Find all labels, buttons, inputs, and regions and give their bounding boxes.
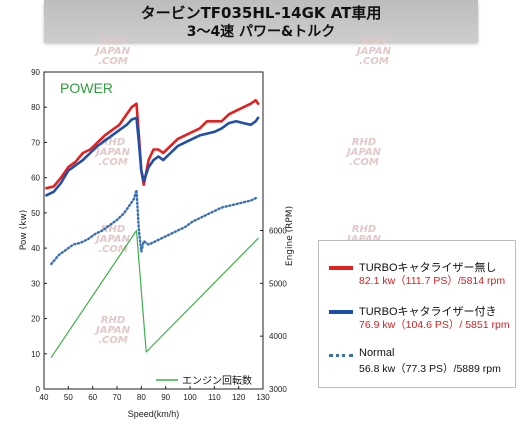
y-right-tick-label: 6000 bbox=[269, 227, 287, 236]
y-tick-label: 10 bbox=[31, 350, 40, 359]
title-banner: タービンTF035HL-14GK AT車用 3～4速 パワー&トルク bbox=[44, 0, 478, 42]
series-line-normal bbox=[50, 188, 260, 266]
legend-value: 76.9 kw（104.6 PS）/ 5851 rpm bbox=[359, 319, 510, 331]
plot-frame bbox=[43, 71, 264, 390]
series-line-no-catalyst bbox=[45, 98, 260, 190]
legend-value: 56.8 kw（77.3 PS）/5889 rpm bbox=[359, 363, 501, 375]
legend-value: 82.1 kw（111.7 PS）/5814 rpm bbox=[359, 275, 506, 287]
watermark-text: RHD bbox=[362, 36, 386, 47]
watermark-text: RHD bbox=[101, 315, 125, 326]
legend-name: TURBOキャタライザー付き bbox=[359, 306, 497, 318]
watermark-text: JAPAN bbox=[94, 234, 131, 245]
y-tick-label: 70 bbox=[31, 138, 40, 147]
watermark-text: .COM bbox=[349, 157, 379, 168]
x-tick-label: 70 bbox=[113, 393, 122, 402]
watermark-text: .COM bbox=[98, 157, 128, 168]
y-tick-label: 80 bbox=[31, 103, 40, 112]
y-axis-label: Pow (kw) bbox=[19, 210, 29, 250]
x-tick-label: 90 bbox=[161, 393, 170, 402]
y-tick-label: 90 bbox=[31, 68, 40, 77]
watermark-text: JAPAN bbox=[345, 147, 382, 158]
legend-name: TURBOキャタライザー無し bbox=[359, 262, 497, 274]
y-right-axis-label: Engine (RPM) bbox=[285, 206, 295, 266]
watermark-text: RHD bbox=[352, 137, 376, 148]
x-tick-label: 110 bbox=[208, 393, 221, 402]
chart-subtitle: 3～4速 パワー&トルク bbox=[186, 24, 336, 40]
watermark-text: JAPAN bbox=[355, 46, 392, 57]
series-line-with-catalyst bbox=[45, 116, 260, 197]
watermark-text: RHD bbox=[101, 36, 125, 47]
watermark-text: JAPAN bbox=[94, 325, 131, 336]
watermark-text: JAPAN bbox=[345, 234, 382, 245]
x-tick-label: 130 bbox=[256, 393, 270, 402]
x-tick-label: 60 bbox=[88, 393, 97, 402]
chart-title: タービンTF035HL-14GK AT車用 bbox=[140, 4, 382, 22]
rpm-legend-label: エンジン回転数 bbox=[182, 374, 252, 387]
y-tick-label: 40 bbox=[31, 244, 40, 253]
y-tick-label: 20 bbox=[31, 315, 40, 324]
watermark-text: .COM bbox=[359, 56, 389, 67]
legend-swatch-blue bbox=[329, 310, 353, 314]
x-axis-label: Speed(km/h) bbox=[128, 409, 180, 419]
x-tick-label: 80 bbox=[137, 393, 146, 402]
watermark-text: JAPAN bbox=[94, 147, 131, 158]
legend-swatch-red bbox=[329, 266, 353, 270]
legend: TURBOキャタライザー無し 82.1 kw（111.7 PS）/5814 rp… bbox=[318, 240, 516, 388]
watermark-text: .COM bbox=[98, 335, 128, 346]
x-tick-label: 40 bbox=[40, 393, 49, 402]
y-tick-label: 60 bbox=[31, 174, 40, 183]
watermark-text: RHD bbox=[101, 137, 125, 148]
x-tick-label: 100 bbox=[183, 393, 197, 402]
y-right-tick-label: 3000 bbox=[269, 385, 287, 394]
legend-swatch-dotted bbox=[329, 354, 353, 357]
watermark-text: RHD bbox=[352, 224, 376, 235]
y-tick-label: 50 bbox=[31, 209, 40, 218]
watermark-text: .COM bbox=[98, 244, 128, 255]
x-tick-label: 50 bbox=[64, 393, 73, 402]
y-right-tick-label: 4000 bbox=[269, 332, 287, 341]
watermark-text: .COM bbox=[98, 56, 128, 67]
y-tick-label: 30 bbox=[31, 279, 40, 288]
y-tick-label: 0 bbox=[36, 385, 41, 394]
watermark-text: JAPAN bbox=[94, 46, 131, 57]
legend-name: Normal bbox=[359, 347, 395, 359]
x-tick-label: 120 bbox=[232, 393, 246, 402]
power-panel-label: POWER bbox=[60, 80, 113, 96]
series-line-engine-rpm bbox=[50, 229, 259, 358]
watermark-text: RHD bbox=[101, 224, 125, 235]
y-right-tick-label: 5000 bbox=[269, 279, 287, 288]
